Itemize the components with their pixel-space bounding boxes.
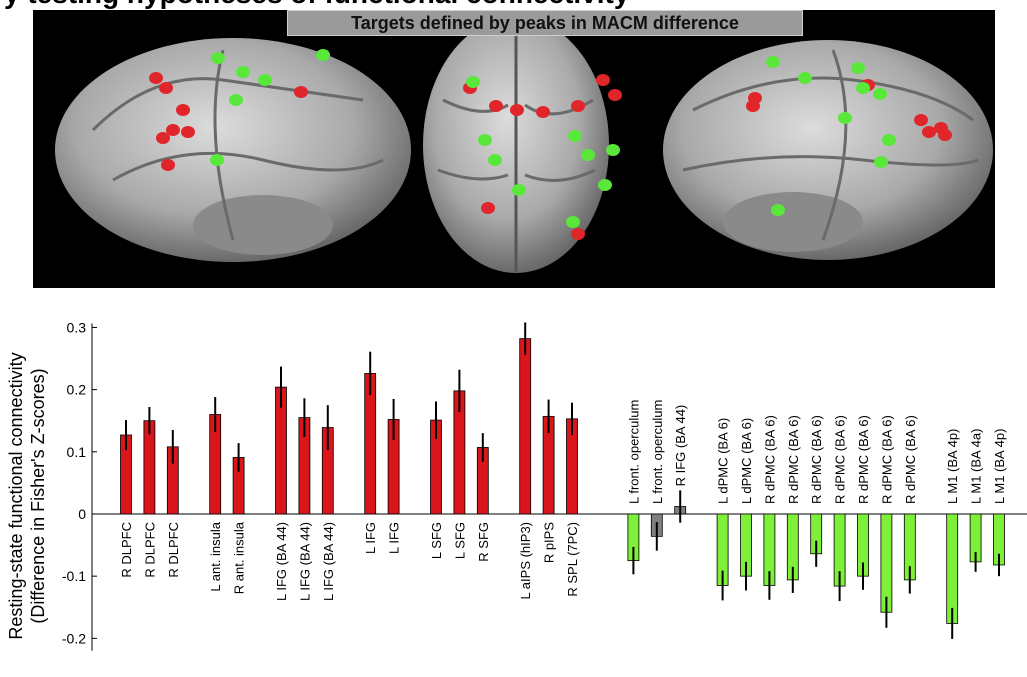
top-strip: y testing hypotheses of functional conne… xyxy=(0,0,1027,10)
x-tick-label: L IFG (BA 44) xyxy=(274,522,289,601)
peak-blob xyxy=(156,132,170,144)
x-tick-label: R dPMC (BA 6) xyxy=(833,415,848,504)
peak-blob xyxy=(798,72,812,84)
peak-blob xyxy=(571,228,585,240)
peak-blob xyxy=(489,100,503,112)
x-tick-label: R DLPFC xyxy=(142,522,157,578)
peak-blob xyxy=(566,216,580,228)
x-tick-label: L SFG xyxy=(429,522,444,559)
peak-blob xyxy=(258,74,272,86)
y-axis-label-line: (Difference in Fisher's Z-scores) xyxy=(28,368,48,623)
x-tick-label: L IFG (BA 44) xyxy=(297,522,312,601)
y-tick-label: 0 xyxy=(78,506,86,522)
peak-blob xyxy=(466,76,480,88)
brain-image-panel: Targets defined by peaks in MACM differe… xyxy=(33,10,995,288)
peak-blob xyxy=(568,130,582,142)
x-tick-label: R dPMC (BA 6) xyxy=(786,415,801,504)
peak-blob xyxy=(766,56,780,68)
peak-blob xyxy=(316,49,330,61)
peak-blob xyxy=(481,202,495,214)
x-tick-label: R SPL (7PC) xyxy=(565,522,580,597)
peak-blob xyxy=(510,104,524,116)
brain-renderings xyxy=(55,17,993,273)
y-axis-label: Resting-state functional connectivity (Di… xyxy=(6,352,48,639)
panel-title: Targets defined by peaks in MACM differe… xyxy=(287,10,803,36)
x-tick-label: R DLPFC xyxy=(166,522,181,578)
peak-blob xyxy=(873,88,887,100)
peak-blob xyxy=(746,100,760,112)
peak-blob xyxy=(608,89,622,101)
peak-blob xyxy=(181,126,195,138)
peak-blob xyxy=(606,144,620,156)
x-tick-label: L ant. insula xyxy=(208,521,223,591)
x-tick-label: L M1 (BA 4a) xyxy=(969,429,984,504)
x-tick-label: L M1 (BA 4p) xyxy=(992,429,1007,504)
x-tick-label: L IFG (BA 44) xyxy=(321,522,336,601)
bar xyxy=(946,513,959,624)
bar xyxy=(143,420,156,515)
x-tick-label: L SFG xyxy=(452,522,467,559)
y-axis: -0.2 -0.1 0 0.1 0.2 0.3 xyxy=(62,319,97,651)
peak-blob xyxy=(856,82,870,94)
y-tick-label: 0.2 xyxy=(67,382,87,398)
peak-blob xyxy=(914,114,928,126)
peak-blob xyxy=(161,159,175,171)
x-tick-label: L IFG xyxy=(387,522,402,554)
peak-blob xyxy=(236,66,250,78)
peak-blob xyxy=(478,134,492,146)
y-tick-label: 0.1 xyxy=(67,444,87,460)
x-tick-label: L front. operculum xyxy=(650,400,665,504)
y-tick-label: 0.3 xyxy=(67,319,87,335)
partial-title: y testing hypotheses of functional conne… xyxy=(4,0,629,10)
peak-blob xyxy=(149,72,163,84)
activation-peaks xyxy=(149,49,952,240)
y-tick-label: -0.2 xyxy=(62,630,86,646)
x-tick-label: L M1 (BA 4p) xyxy=(945,429,960,504)
x-tick-label: R pIPS xyxy=(542,522,557,564)
brain-right-lateral xyxy=(663,40,993,260)
peak-blob xyxy=(596,74,610,86)
peak-blob xyxy=(210,154,224,166)
x-tick-label: R dPMC (BA 6) xyxy=(762,415,777,504)
x-tick-label: R IFG (BA 44) xyxy=(673,405,688,487)
x-tick-label: L dPMC (BA 6) xyxy=(716,418,731,504)
peak-blob xyxy=(838,112,852,124)
x-tick-label: L IFG xyxy=(363,522,378,554)
peak-blob xyxy=(488,154,502,166)
x-tick-label: R ant. insula xyxy=(232,521,247,594)
x-tick-label: L aIPS (hIP3) xyxy=(518,522,533,600)
peak-blob xyxy=(874,156,888,168)
peak-blob xyxy=(536,106,550,118)
peak-blob xyxy=(571,100,585,112)
bars xyxy=(120,322,1005,639)
peak-blob xyxy=(882,134,896,146)
bar xyxy=(519,338,532,515)
x-tick-label: R DLPFC xyxy=(119,522,134,578)
peak-blob xyxy=(922,126,936,138)
peak-blob xyxy=(294,86,308,98)
peak-blob xyxy=(598,179,612,191)
y-axis-label-line: Resting-state functional connectivity xyxy=(6,352,26,639)
peak-blob xyxy=(771,204,785,216)
peak-blob xyxy=(211,52,225,64)
x-tick-label: R SFG xyxy=(476,522,491,562)
peak-blob xyxy=(512,184,526,196)
x-tick-label: R dPMC (BA 6) xyxy=(809,415,824,504)
y-tick-label: -0.1 xyxy=(62,568,86,584)
peak-blob xyxy=(166,124,180,136)
peak-blob xyxy=(159,82,173,94)
connectivity-bar-chart: -0.2-0.100.10.20.3 R DLPFC R DLPFC R DLPFC… xyxy=(6,319,1027,651)
peak-blob xyxy=(176,104,190,116)
brain-left-lateral xyxy=(55,38,411,262)
peak-blob xyxy=(229,94,243,106)
x-tick-labels: R DLPFC R DLPFC R DLPFC L ant. insula R ant.… xyxy=(119,400,1007,601)
x-tick-label: L front. operculum xyxy=(626,400,641,504)
x-tick-label: R dPMC (BA 6) xyxy=(879,415,894,504)
peak-blob xyxy=(581,149,595,161)
peak-blob xyxy=(851,62,865,74)
x-tick-label: L dPMC (BA 6) xyxy=(739,418,754,504)
x-tick-label: R dPMC (BA 6) xyxy=(856,415,871,504)
peak-blob xyxy=(938,129,952,141)
x-tick-label: R dPMC (BA 6) xyxy=(903,415,918,504)
